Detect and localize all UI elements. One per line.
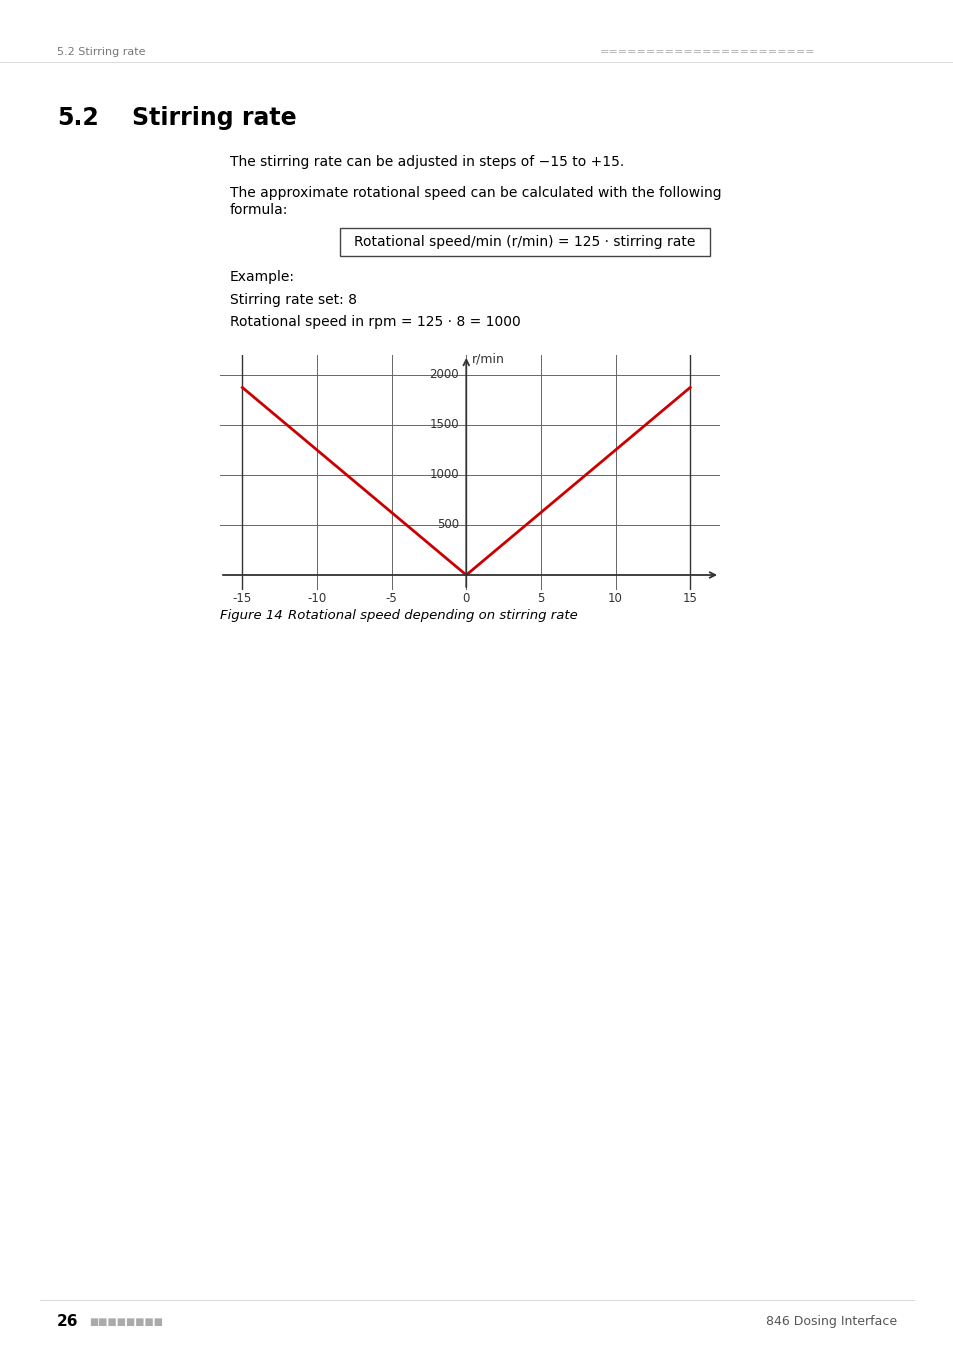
Text: ■■■■■■■■: ■■■■■■■■	[89, 1318, 163, 1327]
Text: 15: 15	[682, 593, 697, 605]
Text: -15: -15	[233, 593, 252, 605]
Bar	[339, 228, 709, 256]
Text: ↻: ↻	[571, 363, 599, 397]
Text: Figure 14: Figure 14	[220, 609, 282, 621]
Text: -5: -5	[385, 593, 397, 605]
Text: 1000: 1000	[429, 468, 458, 482]
Text: 846 Dosing Interface: 846 Dosing Interface	[765, 1315, 896, 1328]
Text: Example:: Example:	[230, 270, 294, 284]
Text: 26: 26	[57, 1315, 78, 1330]
Text: Stirring rate set: 8: Stirring rate set: 8	[230, 293, 356, 306]
Text: formula:: formula:	[230, 202, 288, 217]
Text: -10: -10	[307, 593, 326, 605]
Text: Rotational speed/min (r/min) = 125 · stirring rate: Rotational speed/min (r/min) = 125 · sti…	[354, 235, 695, 248]
Text: ↺: ↺	[348, 363, 375, 397]
Text: 5.2: 5.2	[57, 107, 99, 130]
Text: Rotational speed depending on stirring rate: Rotational speed depending on stirring r…	[288, 609, 578, 621]
Text: 5.2 Stirring rate: 5.2 Stirring rate	[57, 47, 146, 57]
Text: 1500: 1500	[429, 418, 458, 432]
Text: =======================: =======================	[599, 47, 815, 57]
Text: 0: 0	[462, 593, 470, 605]
Text: The approximate rotational speed can be calculated with the following: The approximate rotational speed can be …	[230, 186, 720, 200]
Text: Rotational speed in rpm = 125 · 8 = 1000: Rotational speed in rpm = 125 · 8 = 1000	[230, 315, 520, 329]
Text: 5: 5	[537, 593, 544, 605]
Text: 2000: 2000	[429, 369, 458, 382]
Text: 10: 10	[607, 593, 622, 605]
Text: The stirring rate can be adjusted in steps of −15 to +15.: The stirring rate can be adjusted in ste…	[230, 155, 623, 169]
Text: r/min: r/min	[472, 352, 504, 366]
Text: Stirring rate: Stirring rate	[132, 107, 296, 130]
Text: 500: 500	[436, 518, 458, 532]
